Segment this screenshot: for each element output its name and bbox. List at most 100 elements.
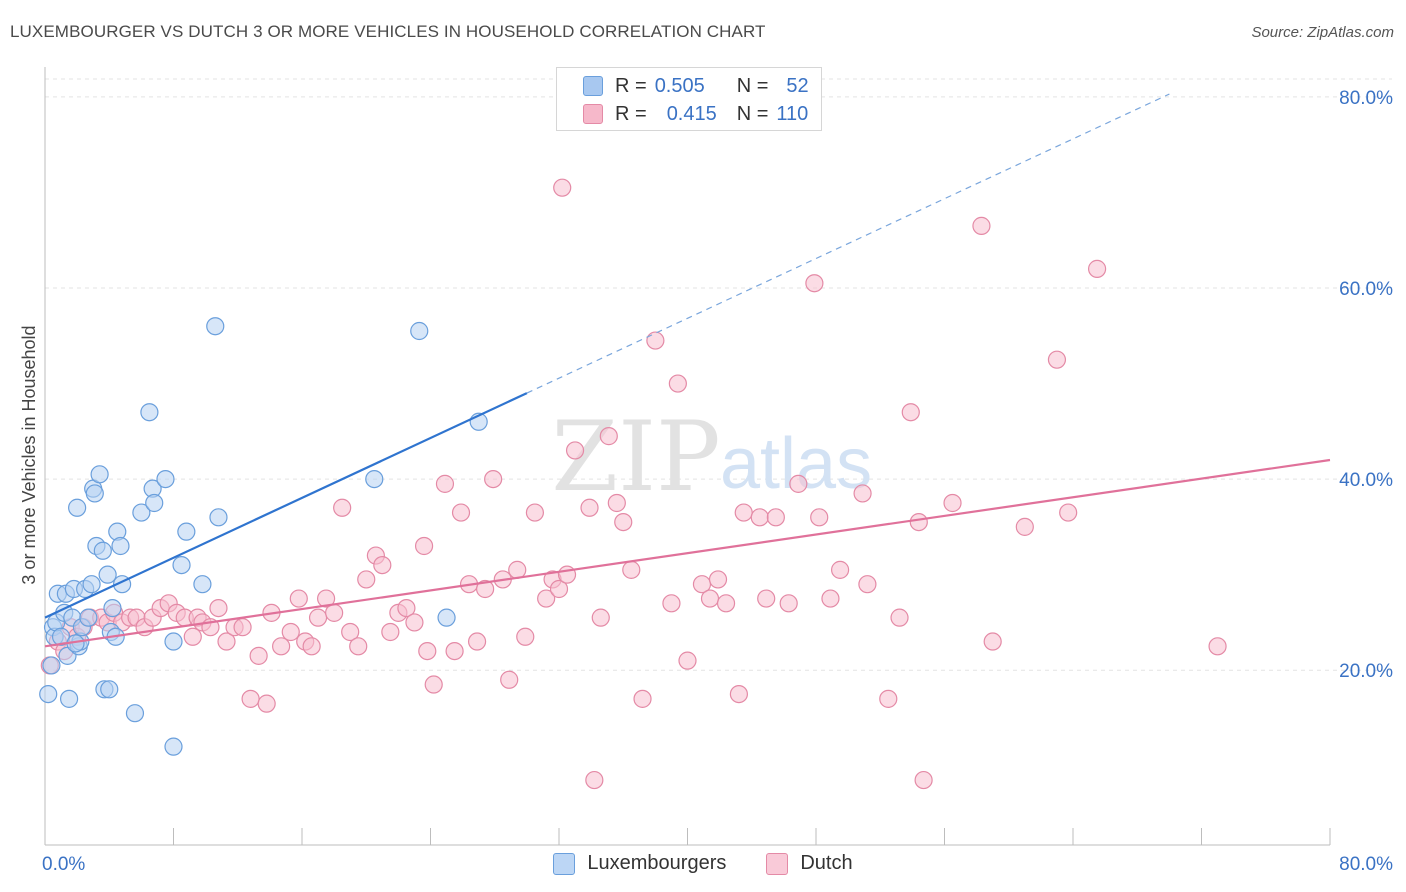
luxembourger-point bbox=[125, 704, 145, 723]
dutch-point bbox=[580, 498, 599, 517]
y-tick-label: 20.0% bbox=[1339, 661, 1393, 682]
luxembourger-point bbox=[85, 484, 104, 503]
dutch-point bbox=[549, 579, 569, 599]
dutch-point bbox=[325, 603, 344, 622]
luxembourger-point bbox=[79, 608, 98, 627]
dutch-point bbox=[890, 608, 909, 627]
dutch-point bbox=[734, 503, 753, 522]
luxembourger-point bbox=[193, 575, 212, 594]
legend-row-dutch: R = 0.415 N = 110 bbox=[583, 102, 808, 126]
y-tick-label: 60.0% bbox=[1339, 279, 1393, 300]
dutch-point bbox=[789, 474, 808, 493]
dutch-point bbox=[525, 503, 545, 522]
dutch-point bbox=[646, 331, 665, 350]
dutch-point bbox=[1059, 503, 1078, 522]
dutch-point bbox=[914, 770, 933, 790]
dutch-point bbox=[633, 689, 652, 708]
dutch-point bbox=[622, 560, 641, 579]
series-legend-dutch[interactable]: Dutch bbox=[766, 852, 853, 875]
dutch-point bbox=[614, 512, 633, 532]
dutch-point bbox=[599, 427, 618, 446]
dutch-point bbox=[405, 613, 424, 632]
luxembourger-point bbox=[93, 541, 112, 560]
dutch-point bbox=[943, 493, 962, 513]
dutch-point bbox=[830, 560, 850, 579]
series-swatch-pink bbox=[766, 852, 789, 875]
dutch-point bbox=[729, 684, 749, 704]
dutch-point bbox=[414, 536, 434, 556]
luxembourger-point bbox=[42, 656, 61, 675]
legend-n-value: 110 bbox=[776, 102, 809, 125]
dutch-point bbox=[757, 589, 776, 608]
dutch-point bbox=[289, 589, 308, 608]
luxembourger-point bbox=[100, 680, 119, 699]
legend-r-value: 0.505 bbox=[654, 74, 705, 97]
dutch-point bbox=[662, 594, 681, 613]
dutch-point bbox=[668, 374, 687, 393]
luxembourger-point bbox=[145, 493, 164, 513]
dutch-point bbox=[233, 618, 252, 637]
dutch-point bbox=[272, 637, 291, 656]
series-legend-luxembourgers[interactable]: Luxembourgers bbox=[553, 852, 726, 875]
luxembourger-point bbox=[59, 689, 79, 708]
dutch-point bbox=[879, 689, 898, 708]
dutch-point bbox=[500, 670, 519, 689]
dutch-point bbox=[983, 632, 1002, 651]
dutch-point bbox=[418, 641, 437, 661]
dutch-point bbox=[435, 474, 455, 493]
luxembourger-point bbox=[437, 608, 456, 627]
dutch-point bbox=[716, 594, 736, 613]
legend-r-value: 0.415 bbox=[666, 102, 717, 125]
dutch-point bbox=[217, 632, 236, 651]
luxembourger-point bbox=[103, 598, 122, 618]
luxembourger-point bbox=[68, 498, 87, 517]
dutch-point bbox=[779, 594, 798, 613]
dutch-point bbox=[805, 274, 824, 293]
luxembourger-point bbox=[98, 565, 117, 584]
axis-labels: 20.0% 40.0% 60.0% 80.0% 0.0% 80.0% 3 or more V… bbox=[19, 88, 1393, 875]
legend-r-label: R = bbox=[615, 74, 647, 97]
luxembourger-point bbox=[365, 470, 384, 489]
luxembourger-point bbox=[82, 575, 101, 594]
dutch-point bbox=[281, 622, 300, 642]
dutch-point bbox=[308, 608, 328, 627]
y-tick-label: 40.0% bbox=[1339, 470, 1393, 491]
luxembourger-points bbox=[39, 317, 488, 756]
dutch-points bbox=[40, 178, 1227, 790]
dutch-point bbox=[333, 498, 352, 517]
luxembourger-point bbox=[156, 470, 175, 489]
luxembourger-trend-line bbox=[44, 392, 528, 619]
luxembourger-point bbox=[410, 321, 429, 341]
dutch-point bbox=[241, 689, 260, 708]
luxembourger-point bbox=[206, 317, 225, 336]
luxembourger-point bbox=[209, 508, 228, 527]
dutch-point bbox=[537, 589, 556, 608]
dutch-point bbox=[467, 632, 487, 651]
luxembourger-point bbox=[164, 737, 183, 756]
series-legend: Luxembourgers Dutch bbox=[0, 852, 1406, 875]
dutch-point bbox=[853, 484, 872, 503]
dutch-point bbox=[476, 579, 495, 599]
dutch-point bbox=[750, 508, 769, 527]
chart-title: LUXEMBOURGER VS DUTCH 3 OR MORE VEHICLES… bbox=[10, 22, 766, 41]
luxembourger-point bbox=[172, 555, 191, 575]
dutch-point bbox=[766, 508, 785, 527]
dutch-point bbox=[516, 627, 535, 646]
dutch-point bbox=[678, 651, 697, 670]
dutch-point bbox=[821, 589, 840, 608]
dutch-point bbox=[183, 627, 202, 646]
legend-swatch-blue bbox=[583, 76, 603, 96]
luxembourger-point bbox=[90, 465, 109, 484]
luxembourger-point bbox=[177, 522, 196, 541]
dutch-point bbox=[357, 570, 376, 589]
dutch-point bbox=[1047, 350, 1067, 369]
luxembourger-point bbox=[140, 403, 159, 422]
dutch-point bbox=[553, 178, 572, 197]
dutch-trend-line bbox=[44, 458, 1331, 648]
dutch-point bbox=[909, 512, 928, 532]
luxembourger-point bbox=[164, 632, 183, 651]
axes bbox=[44, 67, 1331, 846]
dutch-point bbox=[1087, 259, 1107, 278]
dutch-point bbox=[302, 637, 321, 656]
legend-row-luxembourgers: R = 0.505 N = 52 bbox=[583, 74, 809, 98]
